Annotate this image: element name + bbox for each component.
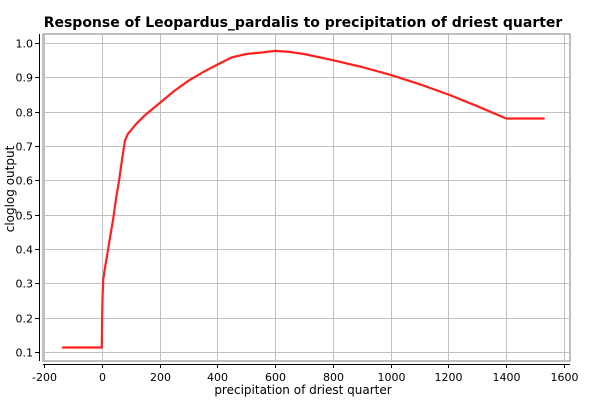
y-tick-label: 0.1: [16, 347, 34, 360]
plot-area: [42, 33, 571, 362]
x-tick-label: 1600: [551, 371, 579, 384]
y-tick-label: 0.4: [16, 244, 34, 257]
y-tick-label: 0.7: [16, 141, 34, 154]
response-curve: [61, 49, 545, 349]
y-tick-label: 0.6: [16, 175, 34, 188]
x-tick-label: -200: [32, 371, 57, 384]
axes: -200 0 200 400 600 800 1000 1200 1400 1600 0.1 0.2 0…: [16, 34, 579, 384]
x-tick-label: 800: [323, 371, 344, 384]
x-tick-label: 1400: [493, 371, 521, 384]
x-tick-label: 600: [265, 371, 286, 384]
x-tick-label: 1200: [435, 371, 463, 384]
x-tick-label: 400: [207, 371, 228, 384]
x-tick-label: 200: [150, 371, 171, 384]
y-tick-label: 0.9: [16, 72, 34, 85]
x-axis-label: precipitation of driest quarter: [214, 383, 391, 397]
y-tick-label: 0.2: [16, 313, 34, 326]
y-axis-label: cloglog output: [3, 145, 17, 232]
y-tick-label: 0.5: [16, 210, 34, 223]
data-series: [61, 49, 545, 349]
x-tick-label: 0: [99, 371, 106, 384]
grid-lines: [43, 34, 570, 361]
y-tick-label: 0.3: [16, 278, 34, 291]
x-tick-label: 1000: [378, 371, 406, 384]
y-tick-label: 0.8: [16, 107, 34, 120]
y-tick-label: 1.0: [16, 38, 34, 51]
chart-title: Response of Leopardus_pardalis to precip…: [44, 15, 563, 31]
